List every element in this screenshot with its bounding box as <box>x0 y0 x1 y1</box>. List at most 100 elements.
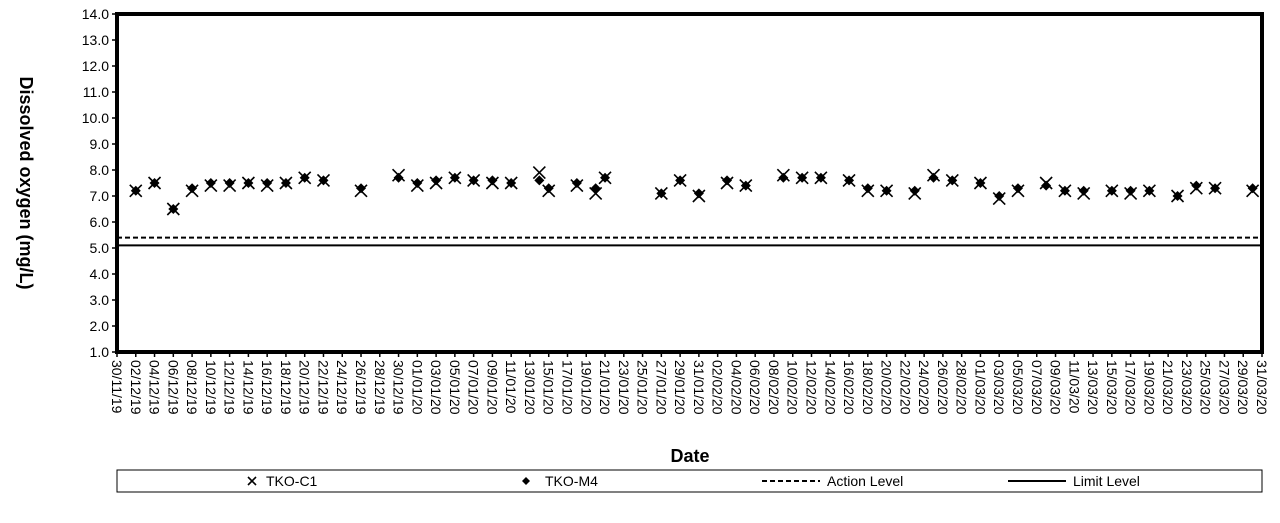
x-tick-label: 04/02/20 <box>728 360 744 415</box>
tko-m4-point <box>1012 183 1023 194</box>
tko-m4-point <box>994 191 1005 201</box>
legend-keys <box>247 476 1066 486</box>
x-tick-label: 13/01/20 <box>522 360 538 415</box>
tko-m4-point <box>1247 183 1258 194</box>
tko-m4-point <box>299 172 310 183</box>
x-tick-label: 03/03/20 <box>991 360 1007 415</box>
plot-frame <box>115 12 1264 354</box>
y-tick-label: 3.0 <box>90 292 110 308</box>
legend: TKO-C1 TKO-M4 Action Level Limit Level <box>116 469 1263 493</box>
x-tick-label: 07/03/20 <box>1029 360 1045 415</box>
tko-m4-point <box>844 175 855 186</box>
x-tick-label: 18/12/19 <box>278 360 294 415</box>
tko-m4-point <box>862 183 873 194</box>
y-tick-label: 13.0 <box>82 32 109 48</box>
x-tick-label: 24/12/19 <box>334 360 350 415</box>
x-tick-label: 02/02/20 <box>710 360 726 415</box>
tko-m4-point <box>318 175 329 186</box>
x-tick-label: 24/02/20 <box>916 360 932 415</box>
tko-m4-point <box>590 183 601 194</box>
x-tick-label: 19/03/20 <box>1141 360 1157 415</box>
y-tick-label: 6.0 <box>90 214 110 230</box>
tko-m4-point <box>1144 185 1155 196</box>
tko-m4-point <box>1172 191 1183 201</box>
tko-m4-point <box>449 172 460 183</box>
tko-m4-point <box>534 175 545 186</box>
x-tick-label: 29/03/20 <box>1235 360 1251 415</box>
tko-m4-point <box>506 178 517 188</box>
x-tick-label: 06/12/19 <box>165 360 181 415</box>
tko-m4-point <box>571 178 582 188</box>
tko-m4-point <box>693 188 704 199</box>
x-tick-label: 21/01/20 <box>597 360 613 415</box>
x-tick-labels: 30/11/19 02/12/19 04/12/19 06/12/19 08/12/19… <box>109 360 1270 415</box>
y-tick-labels: 1.0 2.0 3.0 4.0 5.0 6.0 7.0 8.0 9.0 10.0 11.0 12.0 1… <box>82 6 109 360</box>
x-tick-label: 31/01/20 <box>691 360 707 415</box>
x-tick-label: 22/12/19 <box>315 360 331 415</box>
x-tick-label: 30/12/19 <box>391 360 407 415</box>
tko-m4-point <box>224 178 235 188</box>
x-tick-label: 16/02/20 <box>841 360 857 415</box>
tko-m4-point <box>928 172 939 183</box>
plot-border <box>115 12 1264 354</box>
y-tick-label: 7.0 <box>90 188 110 204</box>
y-tick-label: 11.0 <box>83 84 109 100</box>
x-tick-label: 26/02/20 <box>935 360 951 415</box>
y-tick-label: 1.0 <box>90 344 110 360</box>
tko-m4-point <box>1106 185 1117 196</box>
x-tick-label: 17/03/20 <box>1123 360 1139 415</box>
x-tick-label: 28/02/20 <box>954 360 970 415</box>
tko-m4-point <box>1078 185 1089 196</box>
y-tick-label: 14.0 <box>82 6 109 22</box>
tko-m4-point <box>243 178 254 188</box>
tko-m4-point <box>722 175 733 186</box>
x-tick-label: 29/01/20 <box>672 360 688 415</box>
tko-m4-point <box>543 183 554 194</box>
x-tick-label: 23/01/20 <box>616 360 632 415</box>
tko-m4-point <box>468 175 479 186</box>
x-tick-label: 07/01/20 <box>466 360 482 415</box>
legend-label-tko-m4: TKO-M4 <box>545 473 598 489</box>
x-tick-label: 26/12/19 <box>353 360 369 415</box>
y-tick-label: 8.0 <box>90 162 110 178</box>
tko-c1-point <box>589 186 603 200</box>
x-tick-label: 23/03/20 <box>1179 360 1195 415</box>
data-points <box>129 166 1260 216</box>
x-tick-label: 08/02/20 <box>766 360 782 415</box>
reference-lines <box>117 236 1262 247</box>
legend-label-action-level: Action Level <box>827 473 903 489</box>
x-tick-label: 25/03/20 <box>1198 360 1214 415</box>
tko-m4-point <box>431 175 442 186</box>
y-tick-label: 10.0 <box>82 110 109 126</box>
x-tick-label: 25/01/20 <box>635 360 651 415</box>
x-tick-label: 09/03/20 <box>1048 360 1064 415</box>
x-tick-label: 03/01/20 <box>428 360 444 415</box>
x-tick-label: 21/03/20 <box>1160 360 1176 415</box>
x-tick-label: 18/02/20 <box>860 360 876 415</box>
x-tick-label: 14/02/20 <box>822 360 838 415</box>
tko-m4-point <box>600 172 611 183</box>
legend-label-tko-c1: TKO-C1 <box>266 473 318 489</box>
legend-key-tko-m4 <box>522 477 530 485</box>
x-tick-label: 01/03/20 <box>972 360 988 415</box>
tko-m4-point <box>205 178 216 188</box>
x-tick-label: 27/01/20 <box>653 360 669 415</box>
tko-m4-point <box>393 172 404 183</box>
x-tick-label: 20/12/19 <box>297 360 313 415</box>
tko-m4-point <box>262 178 273 188</box>
x-tick-label: 12/12/19 <box>222 360 238 415</box>
y-tick-label: 9.0 <box>90 136 110 152</box>
tko-m4-point <box>740 180 751 191</box>
x-tick-label: 10/02/20 <box>785 360 801 415</box>
tko-c1-point <box>532 166 546 180</box>
x-tick-label: 15/03/20 <box>1104 360 1120 415</box>
y-tick-label: 5.0 <box>90 240 110 256</box>
tko-m4-point <box>675 175 686 186</box>
tko-m4-point <box>1191 180 1202 191</box>
x-tick-label: 30/11/19 <box>109 360 125 414</box>
y-tick-label: 12.0 <box>82 58 109 74</box>
y-tick-label: 2.0 <box>90 318 110 334</box>
tko-m4-point <box>815 172 826 183</box>
x-tick-label: 20/02/20 <box>879 360 895 415</box>
